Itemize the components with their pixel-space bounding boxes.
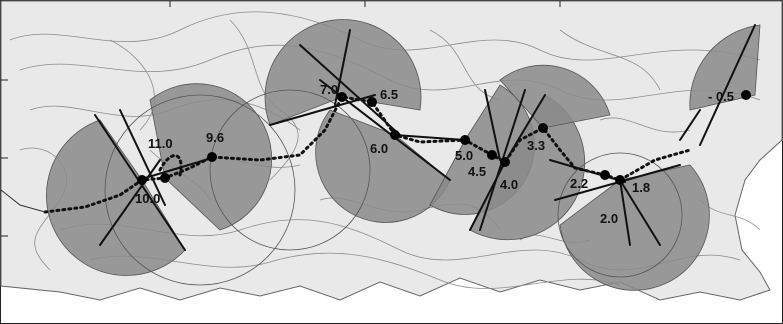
station-point-s10 — [538, 123, 548, 133]
sector-s10 — [499, 64, 611, 129]
station-point-s7 — [460, 135, 470, 145]
station-label-s9: 4.0 — [500, 177, 518, 192]
sector-s4 — [264, 19, 422, 126]
station-label-s5: 6.5 — [380, 87, 398, 102]
road-line — [0, 189, 46, 213]
station-label-s13: 2.0 — [600, 211, 618, 226]
sector-s12 — [559, 164, 710, 291]
station-point-s1 — [137, 175, 147, 185]
station-point-s14 — [741, 90, 751, 100]
station-label-s11: 2.2 — [570, 176, 588, 191]
station-label-s2: 11.0 — [148, 136, 173, 151]
station-label-s7: 5.0 — [455, 148, 473, 163]
sector-outlines — [104, 89, 683, 286]
station-label-s12: 1.8 — [632, 180, 650, 195]
station-point-s6 — [390, 130, 400, 140]
station-point-s12 — [615, 175, 625, 185]
station-point-s11 — [600, 170, 610, 180]
station-labels: 10.0 11.0 9.6 7.0 6.5 6.0 5.0 4.5 4.0 3.… — [135, 82, 734, 226]
station-point-s9 — [500, 157, 510, 167]
station-label-s1: 10.0 — [135, 191, 160, 206]
station-points — [137, 90, 751, 185]
station-label-s14: - 0.5 — [708, 89, 734, 104]
sector-s14 — [689, 24, 761, 111]
station-label-s6: 6.0 — [370, 141, 388, 156]
station-label-s8: 4.5 — [468, 164, 486, 179]
station-label-s4: 7.0 — [320, 82, 338, 97]
frame-ticks — [1, 1, 561, 237]
station-point-s5 — [367, 97, 377, 107]
station-point-s8 — [487, 150, 497, 160]
station-label-s10: 3.3 — [527, 138, 545, 153]
station-label-s3: 9.6 — [206, 130, 224, 145]
station-point-s4 — [337, 92, 347, 102]
station-point-s2 — [160, 173, 170, 183]
station-point-s3 — [207, 152, 217, 162]
